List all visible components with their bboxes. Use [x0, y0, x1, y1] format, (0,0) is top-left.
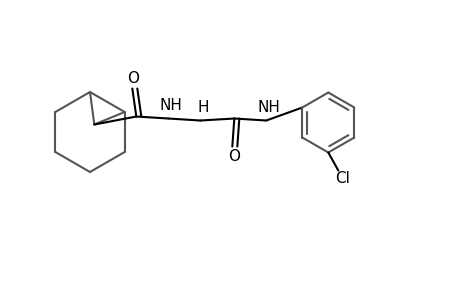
Text: NH: NH — [257, 100, 280, 115]
Text: Cl: Cl — [334, 171, 349, 186]
Text: O: O — [127, 71, 139, 86]
Text: H: H — [197, 100, 209, 115]
Text: NH: NH — [160, 98, 182, 113]
Text: O: O — [228, 149, 240, 164]
